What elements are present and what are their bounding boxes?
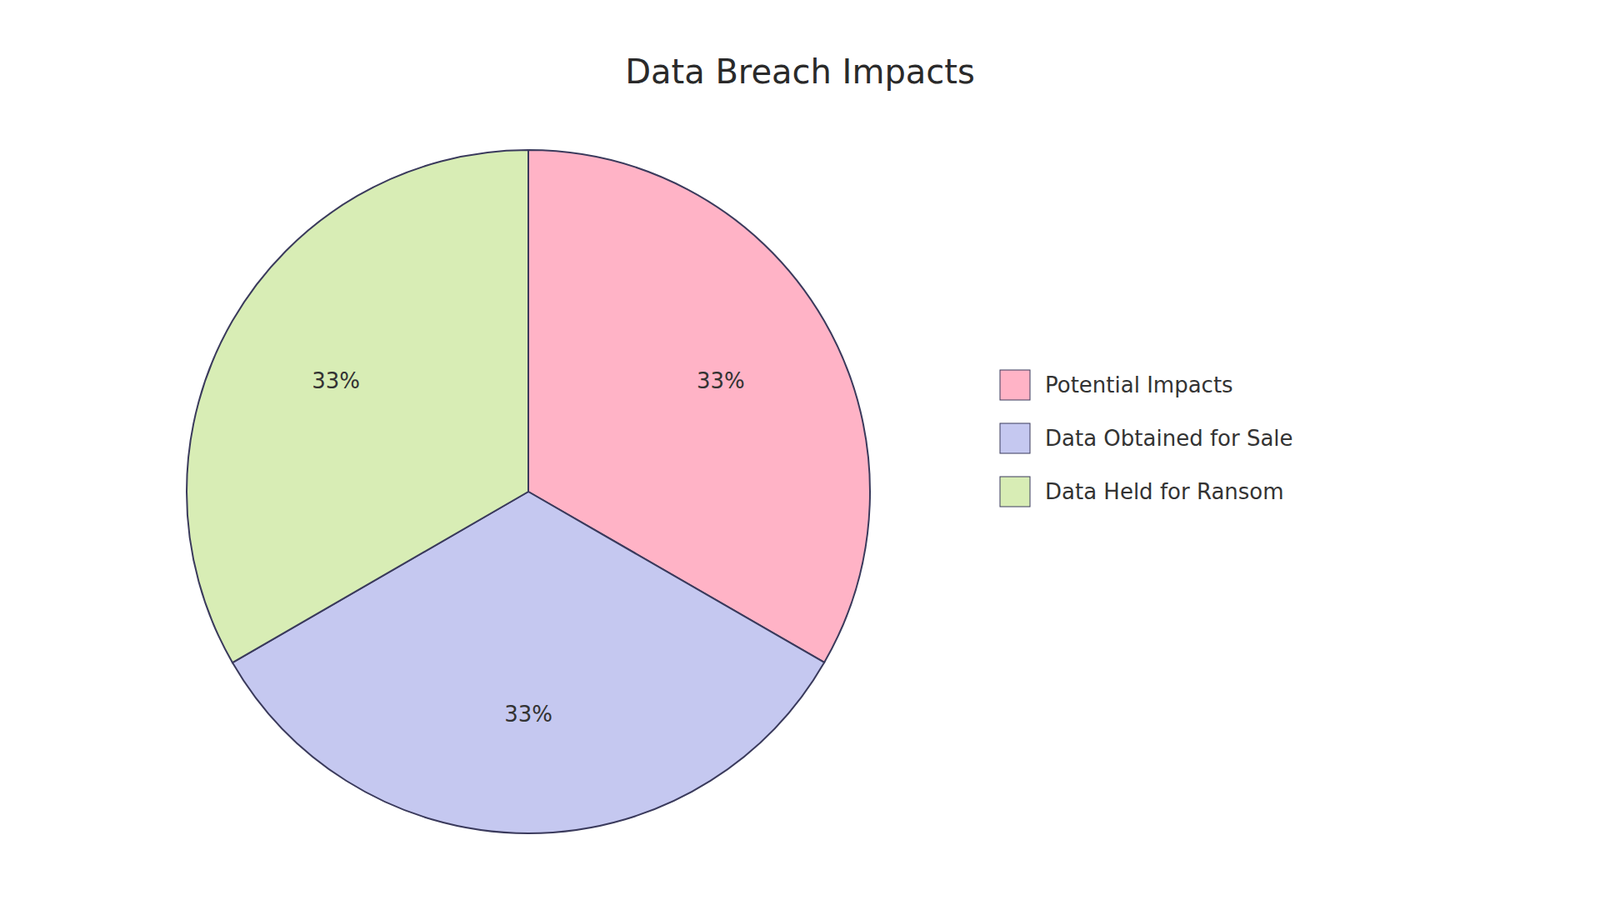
legend-swatch [1000,423,1030,454]
data-labels: 33% 33% 33% [311,368,745,727]
data-label: 33% [504,701,553,727]
legend-swatch [1000,476,1030,507]
slices [186,150,870,834]
legend-label: Potential Impacts [1045,372,1234,398]
background [0,0,1600,900]
title: Data Breach Impacts [625,52,975,91]
legend-label: Data Held for Ransom [1045,479,1285,505]
legend: Potential Impacts Data Obtained for Sale D… [1000,370,1294,507]
chart-container: Data Breach Impacts 33% 33% 33% Potential Im… [0,0,1600,900]
legend-swatch [1000,370,1030,400]
legend-label: Data Obtained for Sale [1045,425,1294,451]
chart-svg: Data Breach Impacts 33% 33% 33% Potential Im… [0,0,1600,900]
data-label: 33% [311,368,360,394]
pie-slice [186,150,529,663]
data-label: 33% [696,368,745,394]
